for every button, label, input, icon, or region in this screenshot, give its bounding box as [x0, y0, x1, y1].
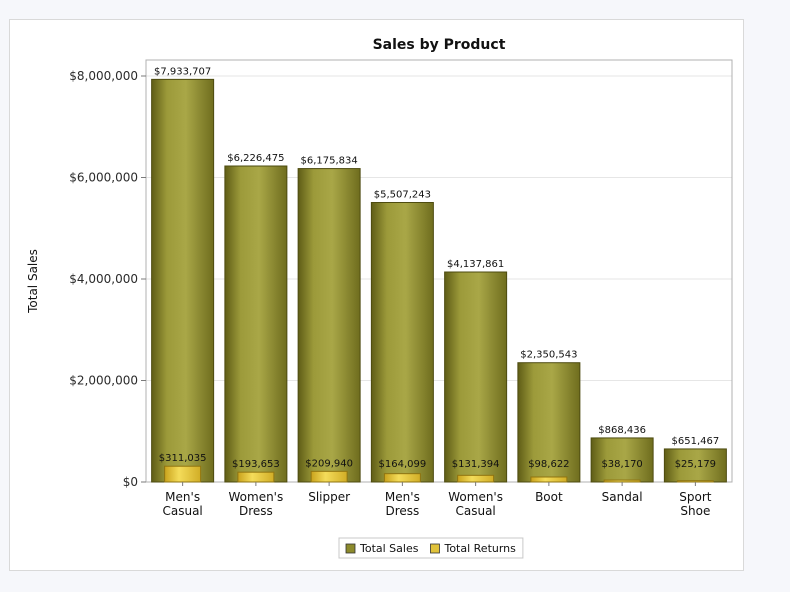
- x-category-label: Casual: [162, 504, 202, 518]
- bar-label-total-returns: $131,394: [452, 459, 500, 470]
- bar-label-total-returns: $311,035: [159, 453, 207, 464]
- y-axis-title: Total Sales: [26, 249, 40, 314]
- bar-total-returns: [603, 479, 641, 483]
- bar-label-total-sales: $7,933,707: [154, 66, 211, 77]
- bar-label-total-returns: $98,622: [528, 459, 569, 470]
- y-tick-label: $6,000,000: [69, 171, 138, 185]
- bar-label-total-sales: $868,436: [598, 425, 646, 436]
- x-category-label: Dress: [239, 504, 273, 518]
- bar-total-returns: [676, 480, 714, 483]
- sales-by-product-chart: Sales by Product Total Sales $0 $2,000,00…: [26, 37, 733, 559]
- bar-total-sales: [151, 78, 215, 483]
- bar-label-total-sales: $4,137,861: [447, 259, 504, 270]
- bar-total-sales: [663, 448, 727, 483]
- bar-label-total-returns: $209,940: [305, 458, 353, 469]
- bar-total-sales: [590, 437, 654, 483]
- bar-label-total-sales: $5,507,243: [374, 190, 431, 201]
- x-category-label: Slipper: [308, 490, 350, 504]
- bar-label-total-returns: $38,170: [601, 459, 642, 470]
- bar-total-sales: [224, 165, 288, 483]
- bar-total-sales: [297, 168, 361, 483]
- bar-label-total-returns: $25,179: [675, 459, 716, 470]
- y-tick-label: $2,000,000: [69, 374, 138, 388]
- chart-frame: Sales by Product Total Sales $0 $2,000,00…: [9, 19, 744, 571]
- chart-title: Sales by Product: [373, 37, 506, 53]
- x-category-label: Men's: [165, 490, 200, 504]
- bar-label-total-sales: $6,226,475: [227, 153, 284, 164]
- bar-total-returns: [457, 474, 495, 483]
- bar-label-total-sales: $651,467: [672, 436, 720, 447]
- legend-swatch: [345, 543, 356, 554]
- bar-total-sales: [444, 271, 508, 483]
- bar-label-total-sales: $2,350,543: [520, 350, 577, 361]
- x-category-label: Sandal: [602, 490, 643, 504]
- legend-label: Total Returns: [443, 542, 516, 555]
- legend-swatch: [430, 543, 440, 554]
- x-category-label: Dress: [385, 504, 419, 518]
- bar-total-sales: [517, 362, 581, 483]
- legend: Total Sales Total Returns: [338, 537, 524, 559]
- bar-total-returns: [310, 470, 348, 483]
- y-axis-ticks: $0 $2,000,000 $4,000,000 $6,000,000 $8,000,0…: [69, 69, 146, 489]
- bar-total-returns: [237, 471, 275, 483]
- bars: $7,933,707 $311,035 $6,226,475 $193,653 $6,1…: [151, 66, 727, 483]
- x-category-label: Boot: [535, 490, 563, 504]
- x-category-label: Shoe: [680, 504, 710, 518]
- x-category-label: Women's: [448, 490, 503, 504]
- x-category-label: Sport: [679, 490, 712, 504]
- bar-total-sales: [370, 202, 434, 483]
- y-tick-label: $8,000,000: [69, 69, 138, 83]
- bar-total-returns: [530, 476, 568, 483]
- bar-label-total-sales: $6,175,834: [300, 156, 357, 167]
- bar-label-total-returns: $193,653: [232, 459, 280, 470]
- bar-total-returns: [383, 473, 421, 483]
- x-category-label: Casual: [455, 504, 495, 518]
- legend-label: Total Sales: [359, 542, 419, 555]
- bar-total-returns: [164, 465, 202, 483]
- plot-area-border: [145, 59, 733, 483]
- bar-label-total-returns: $164,099: [379, 459, 427, 470]
- y-tick-label: $0: [123, 475, 138, 489]
- x-category-label: Men's: [385, 490, 420, 504]
- y-tick-label: $4,000,000: [69, 272, 138, 286]
- x-category-label: Women's: [229, 490, 284, 504]
